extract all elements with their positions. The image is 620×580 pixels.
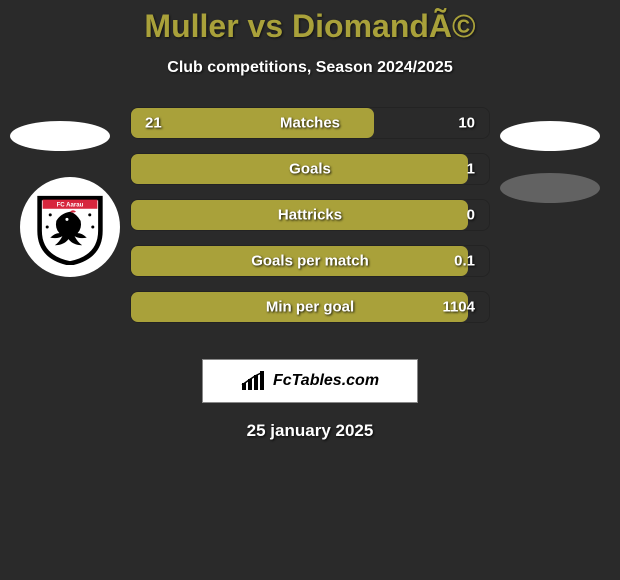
stat-bars: 21 Matches 10 Goals 1 Hattricks 0 Goals per mat… xyxy=(130,107,490,337)
eagle-shield-icon: FC Aarau xyxy=(32,189,108,265)
stat-label: Hattricks xyxy=(278,207,342,224)
stat-bar: Min per goal 1104 xyxy=(130,291,490,323)
comparison-widget: Muller vs DiomandÃ© Club competitions, S… xyxy=(0,0,620,580)
player-right-placeholder-1 xyxy=(500,121,600,151)
stat-bar: Goals 1 xyxy=(130,153,490,185)
club-badge-left: FC Aarau xyxy=(20,177,120,277)
stat-label: Min per goal xyxy=(266,299,354,316)
attribution-text: FcTables.com xyxy=(273,372,379,390)
stat-value-right: 10 xyxy=(458,115,475,132)
subtitle: Club competitions, Season 2024/2025 xyxy=(0,59,620,77)
stat-value-left: 21 xyxy=(145,115,162,132)
stat-value-right: 0.1 xyxy=(454,253,475,270)
stats-stage: FC Aarau 21Matches10Goals1Hattricks0Goal xyxy=(0,107,620,347)
stat-value-right: 0 xyxy=(467,207,475,224)
stat-value-right: 1 xyxy=(467,161,475,178)
page-title: Muller vs DiomandÃ© xyxy=(0,0,620,45)
stat-label: Matches xyxy=(280,115,340,132)
stat-value-right: 1104 xyxy=(442,299,475,316)
player-left-placeholder xyxy=(10,121,110,151)
stat-bar: Hattricks 0 xyxy=(130,199,490,231)
date-label: 25 january 2025 xyxy=(0,421,620,441)
bars-chart-icon xyxy=(241,371,267,391)
stat-label: Goals xyxy=(289,161,331,178)
club-badge-text: FC Aarau xyxy=(57,201,84,208)
player-right-placeholder-2 xyxy=(500,173,600,203)
stat-label: Goals per match xyxy=(251,253,369,270)
stat-bar: Goals per match 0.1 xyxy=(130,245,490,277)
stat-bar: 21 Matches 10 xyxy=(130,107,490,139)
attribution-box: FcTables.com xyxy=(202,359,418,403)
